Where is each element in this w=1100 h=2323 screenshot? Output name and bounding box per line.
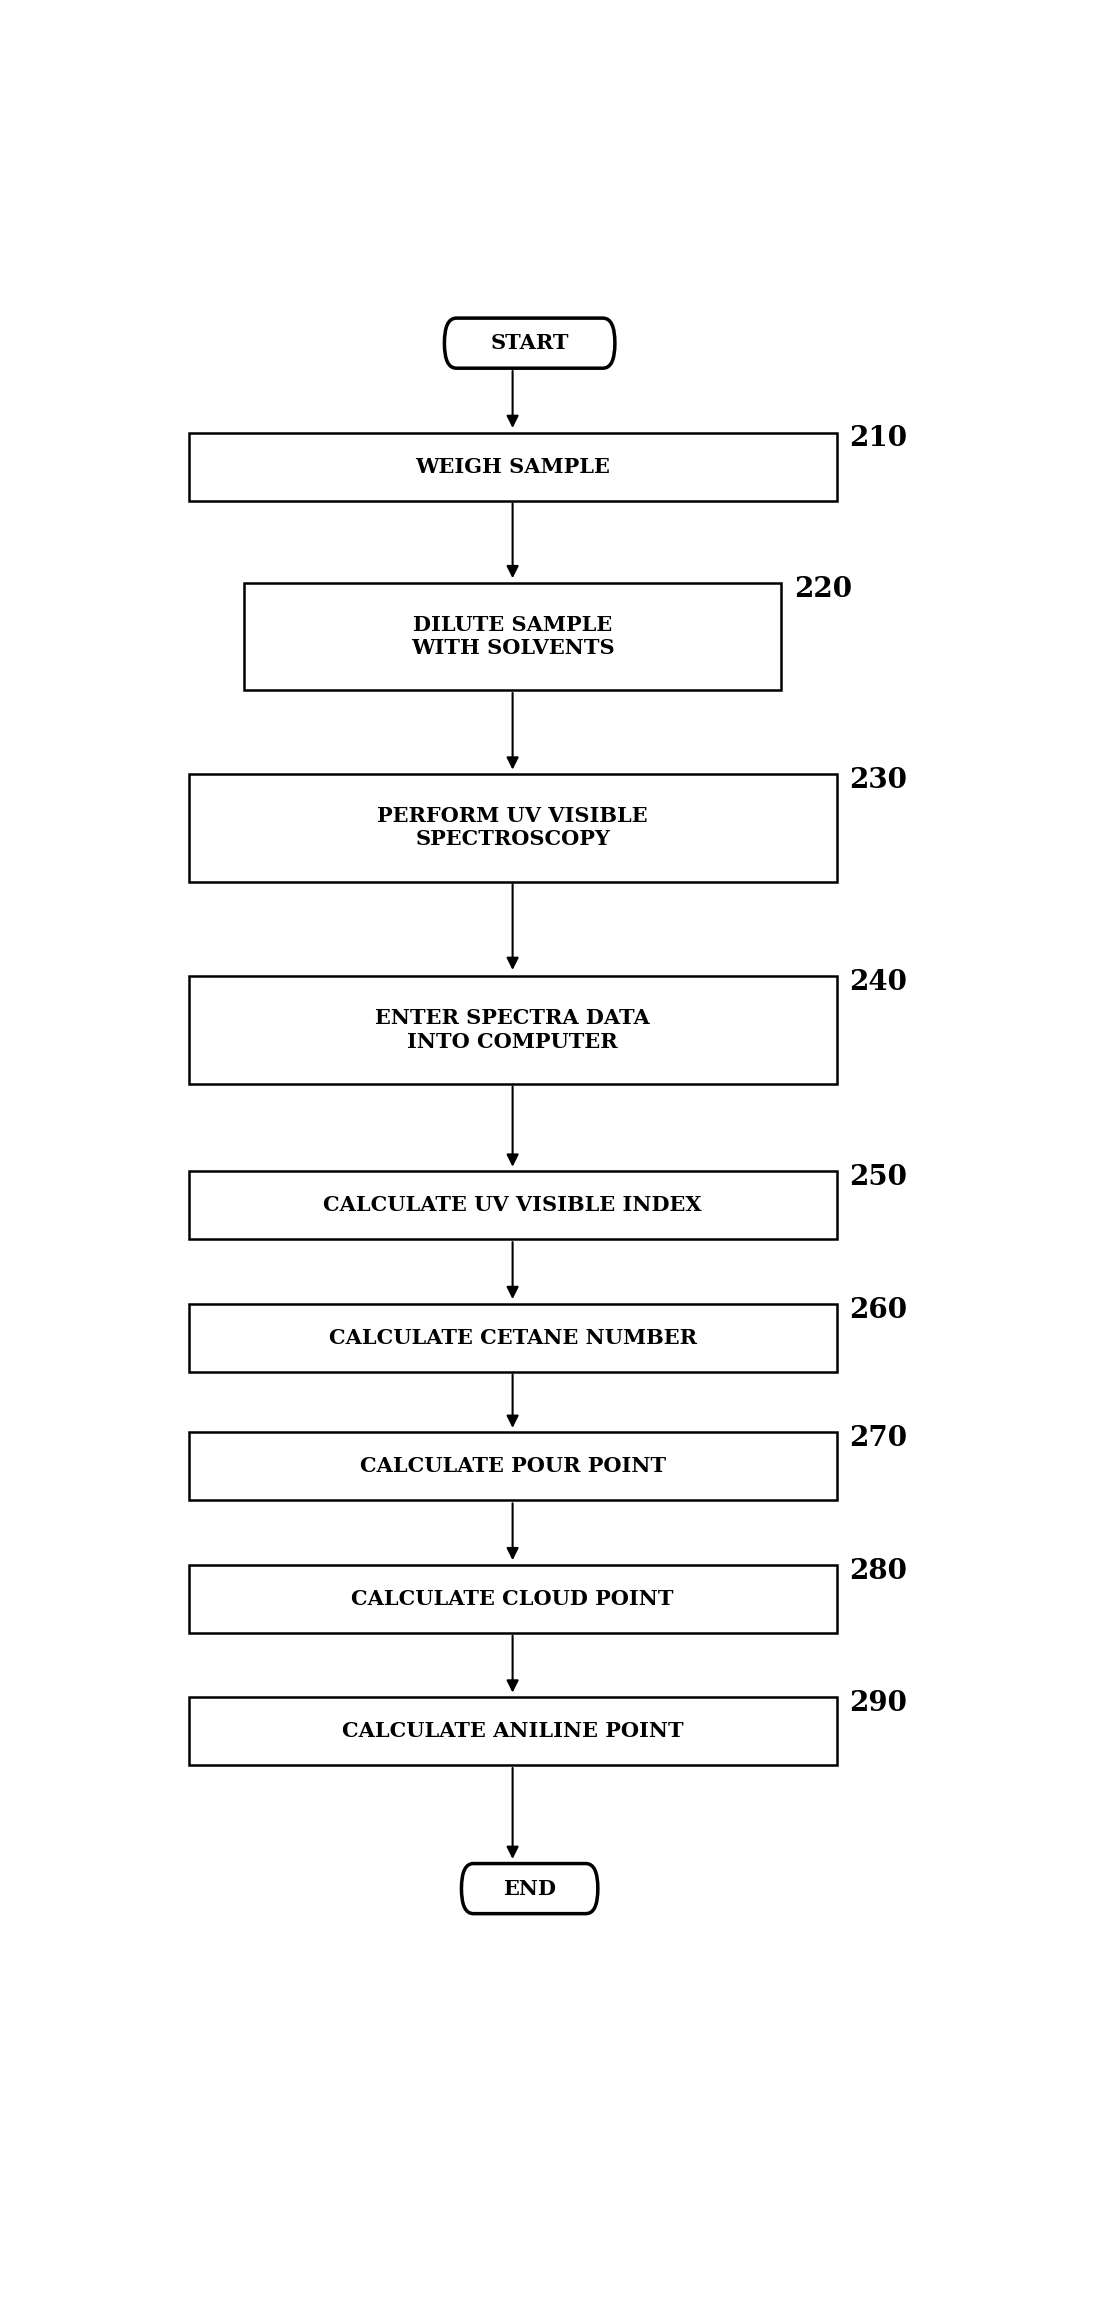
FancyBboxPatch shape	[462, 1863, 598, 1914]
Text: CALCULATE CLOUD POINT: CALCULATE CLOUD POINT	[351, 1589, 674, 1610]
Text: DILUTE SAMPLE
WITH SOLVENTS: DILUTE SAMPLE WITH SOLVENTS	[410, 616, 615, 657]
Text: PERFORM UV VISIBLE
SPECTROSCOPY: PERFORM UV VISIBLE SPECTROSCOPY	[377, 806, 648, 850]
Bar	[189, 1433, 836, 1501]
Bar	[189, 1303, 836, 1371]
Text: 210: 210	[849, 425, 908, 453]
Text: 230: 230	[849, 767, 908, 794]
Bar	[189, 1698, 836, 1765]
Text: 280: 280	[849, 1559, 908, 1584]
FancyBboxPatch shape	[444, 318, 615, 367]
Text: 270: 270	[849, 1426, 908, 1452]
Text: 290: 290	[849, 1691, 908, 1717]
Text: CALCULATE UV VISIBLE INDEX: CALCULATE UV VISIBLE INDEX	[323, 1196, 702, 1215]
Text: 250: 250	[849, 1164, 908, 1192]
Text: WEIGH SAMPLE: WEIGH SAMPLE	[415, 458, 610, 476]
Bar	[189, 976, 836, 1083]
Text: START: START	[491, 332, 569, 353]
Text: END: END	[503, 1879, 557, 1898]
Bar	[244, 583, 781, 690]
Bar	[189, 1566, 836, 1633]
Bar	[189, 432, 836, 499]
Text: 260: 260	[849, 1296, 908, 1324]
Text: 240: 240	[849, 969, 908, 997]
Text: CALCULATE CETANE NUMBER: CALCULATE CETANE NUMBER	[329, 1329, 696, 1347]
Text: 220: 220	[794, 576, 851, 602]
Text: CALCULATE POUR POINT: CALCULATE POUR POINT	[360, 1457, 666, 1477]
Bar	[189, 774, 836, 880]
Text: CALCULATE ANILINE POINT: CALCULATE ANILINE POINT	[342, 1721, 683, 1742]
Bar	[189, 1171, 836, 1238]
Text: ENTER SPECTRA DATA
INTO COMPUTER: ENTER SPECTRA DATA INTO COMPUTER	[375, 1008, 650, 1052]
